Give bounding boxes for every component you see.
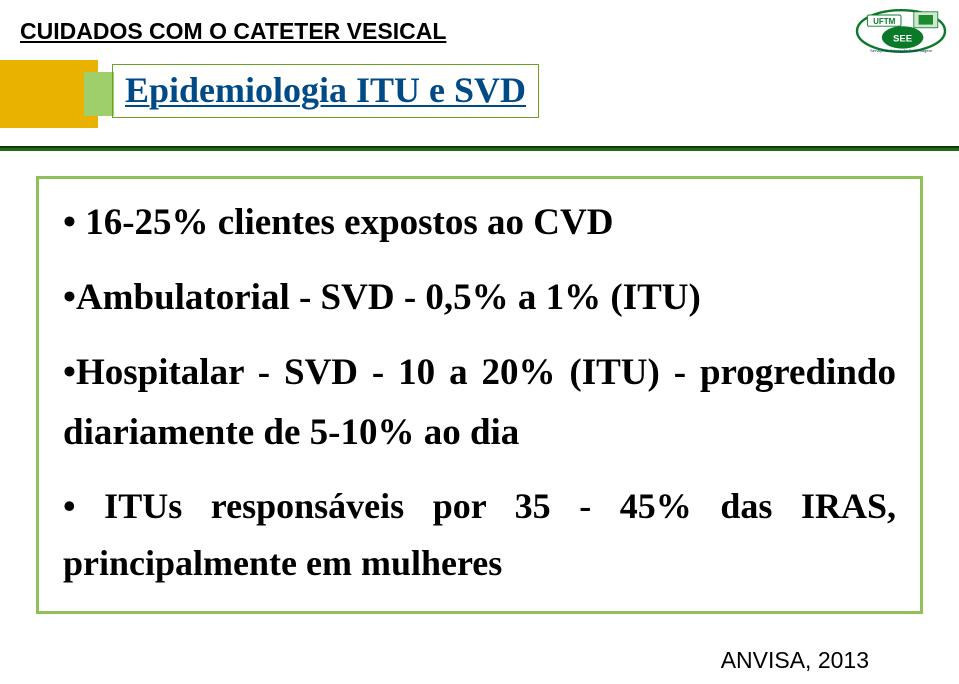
slide-header: CUIDADOS COM O CATETER VESICAL UFTM SEE … [8, 5, 951, 57]
svg-text:Serviço de Educação Enfermagem: Serviço de Educação Enfermagem [870, 48, 932, 53]
svg-text:UFTM: UFTM [873, 17, 896, 26]
logo-container: UFTM SEE Serviço de Educação Enfermagem [851, 7, 951, 55]
accent-block [0, 60, 98, 128]
svg-text:SEE: SEE [893, 33, 913, 44]
source-citation: ANVISA, 2013 [721, 647, 869, 674]
uftm-see-logo: UFTM SEE Serviço de Educação Enfermagem [851, 7, 951, 55]
horizontal-rule [0, 148, 959, 151]
bullet-3: •Hospitalar - SVD - 10 a 20% (ITU) - pro… [63, 343, 896, 461]
content-box: • 16-25% clientes expostos ao CVD •Ambul… [36, 176, 923, 614]
subtitle-box: Epidemiologia ITU e SVD [112, 64, 539, 118]
header-title: CUIDADOS COM O CATETER VESICAL [8, 18, 446, 45]
subtitle-text: Epidemiologia ITU e SVD [125, 70, 526, 110]
bullet-4: • ITUs responsáveis por 35 - 45% das IRA… [63, 478, 896, 593]
bullet-2: •Ambulatorial - SVD - 0,5% a 1% (ITU) [63, 268, 896, 327]
bullet-1: • 16-25% clientes expostos ao CVD [63, 193, 896, 252]
